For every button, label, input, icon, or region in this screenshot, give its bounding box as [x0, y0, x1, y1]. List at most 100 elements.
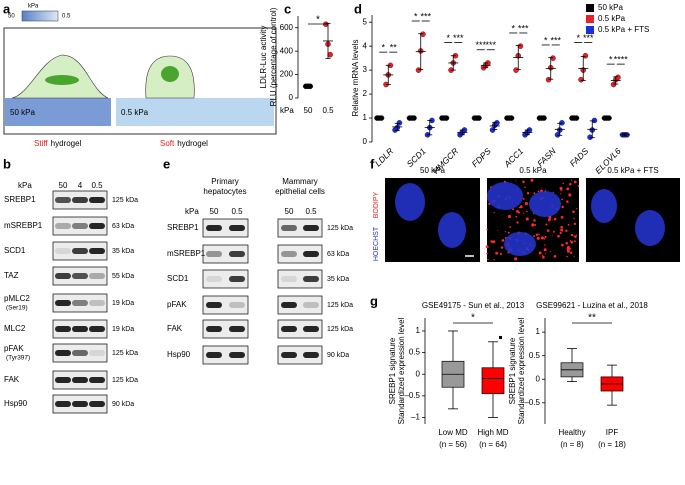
significance: *	[381, 43, 385, 53]
data-point	[554, 132, 561, 138]
significance: ***	[420, 11, 431, 21]
lipid-droplet	[560, 215, 564, 219]
lipid-droplet	[566, 200, 569, 203]
lipid-droplet	[533, 223, 537, 226]
lane-unit: kPa	[185, 207, 199, 216]
significance: **	[588, 313, 596, 324]
lipid-droplet	[552, 219, 554, 221]
lipid-droplet	[507, 214, 511, 219]
panel-letter: g	[370, 293, 378, 308]
size-label: 125 kDa	[327, 225, 353, 232]
stiffness-scale	[21, 10, 59, 22]
row-sublabel: (Ser19)	[6, 305, 28, 312]
lipid-droplet	[569, 247, 572, 250]
lipid-droplet	[573, 240, 576, 243]
panel-letter: a	[3, 1, 11, 16]
y-tick-label: 0	[416, 369, 421, 378]
lane-unit: kPa	[18, 181, 32, 190]
significance: ***	[475, 40, 486, 50]
category-note: (n = 64)	[479, 440, 507, 449]
lipid-droplet	[544, 244, 546, 246]
lipid-droplet	[516, 221, 519, 224]
x-tick-label: LDLR	[373, 146, 395, 168]
x-tick-label: HMGCR	[430, 146, 460, 176]
blot-band	[72, 300, 88, 306]
data-point	[578, 76, 584, 83]
x-tick-label: Healthy	[558, 428, 585, 437]
size-label: 63 kDa	[327, 251, 349, 258]
blot-band	[55, 197, 71, 203]
size-label: 19 kDa	[112, 300, 134, 307]
blot-band	[89, 273, 105, 279]
significance: *	[414, 11, 418, 21]
blot-frame	[202, 269, 249, 289]
lipid-droplet	[515, 179, 517, 181]
lipid-droplet	[574, 235, 577, 239]
row-label: pFAK	[4, 344, 24, 353]
data-point	[415, 67, 422, 73]
y-tick-label: 2	[363, 89, 368, 98]
significance: *	[446, 33, 450, 43]
y-tick-label: 200	[280, 70, 294, 79]
group-label: Mammary	[282, 177, 318, 186]
x-axis-label: kPa	[280, 106, 294, 115]
group-label: hepatocytes	[203, 187, 246, 196]
blot-band	[72, 350, 88, 356]
blot-band	[72, 377, 88, 383]
lipid-droplet	[486, 228, 488, 231]
lipid-droplet	[573, 222, 577, 225]
row-label: TAZ	[4, 271, 19, 280]
lipid-droplet	[487, 258, 489, 261]
blot-band	[55, 401, 71, 407]
panel-letter: f	[370, 156, 375, 171]
x-tick-label: 0.5	[322, 106, 334, 115]
lipid-droplet	[565, 229, 568, 233]
lane-label: 0.5	[305, 207, 317, 216]
lipid-droplet	[547, 218, 551, 222]
y-tick-label: 1	[536, 327, 541, 336]
blot-band	[89, 223, 105, 229]
lipid-droplet	[560, 226, 564, 229]
significance: ***	[453, 33, 464, 43]
lipid-droplet	[570, 240, 574, 244]
lipid-droplet	[545, 253, 547, 255]
blot-frame	[202, 319, 249, 339]
lipid-droplet	[533, 219, 536, 222]
blot-band	[89, 377, 105, 383]
blot-band	[303, 326, 319, 332]
lane-label: 0.5	[231, 207, 243, 216]
y-tick-label: 4	[363, 41, 368, 50]
nucleus	[161, 66, 179, 82]
blot-band	[303, 352, 319, 358]
lipid-droplet	[509, 226, 511, 228]
lipid-droplet	[571, 179, 573, 181]
lipid-droplet	[517, 211, 521, 214]
lipid-droplet	[560, 228, 564, 232]
lipid-droplet	[485, 245, 489, 249]
blot-frame	[202, 218, 249, 238]
size-label: 125 kDa	[327, 302, 353, 309]
y-axis-label: SREBP1 signature	[388, 337, 397, 404]
stiff-caption: Stiff hydrogel	[34, 139, 82, 148]
lipid-droplet	[569, 240, 572, 242]
row-label: mSREBP1	[167, 249, 206, 258]
x-tick-label: IPF	[606, 428, 619, 437]
lipid-droplet	[497, 229, 499, 231]
blot-band	[303, 276, 319, 282]
lipid-droplet	[526, 210, 528, 213]
lipid-droplet	[542, 255, 545, 259]
blot-band	[206, 352, 222, 358]
data-point	[545, 76, 552, 83]
size-label: 35 kDa	[327, 276, 349, 283]
lipid-droplet	[559, 186, 563, 190]
row-label: SREBP1	[167, 223, 199, 232]
row-label: mSREBP1	[4, 221, 43, 230]
row-label: SREBP1	[4, 195, 36, 204]
x-tick-label: 50	[304, 106, 313, 115]
blot-band	[206, 276, 222, 282]
lipid-droplet	[531, 224, 534, 227]
lipid-droplet	[546, 229, 550, 232]
lipid-droplet	[559, 231, 562, 235]
panel-letter: c	[284, 1, 291, 16]
blot-band	[72, 401, 88, 407]
